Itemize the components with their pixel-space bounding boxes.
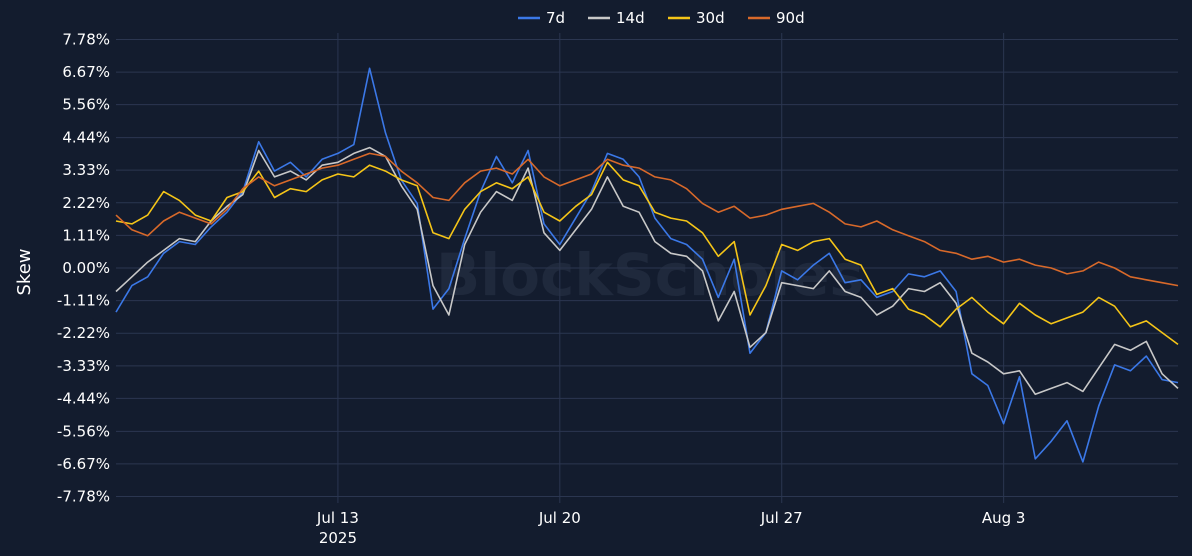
- x-tick-label: Jul 13: [316, 509, 359, 527]
- x-tick-label: Jul 20: [538, 509, 581, 527]
- legend-label-14d[interactable]: 14d: [616, 9, 645, 27]
- legend-label-7d[interactable]: 7d: [546, 9, 565, 27]
- y-axis-ticks: -7.78% -6.67% -5.56% -4.44% -3.33% -2.22% -1.1…: [57, 30, 110, 505]
- watermark-logo: BlockScholes: [436, 241, 864, 309]
- series-lines: [115, 67, 1179, 463]
- series-line-30d: [115, 161, 1179, 346]
- series-line-14d: [115, 146, 1179, 396]
- x-tick-label: Jul 27: [760, 509, 803, 527]
- y-tick-label: 6.67%: [62, 63, 110, 81]
- y-tick-label: 4.44%: [62, 129, 110, 147]
- y-tick-label: 0.00%: [62, 259, 110, 277]
- y-tick-label: -4.44%: [57, 389, 110, 407]
- y-tick-label: 5.56%: [62, 96, 110, 114]
- y-tick-label: 3.33%: [62, 161, 110, 179]
- y-tick-label: 2.22%: [62, 194, 110, 212]
- y-tick-label: 7.78%: [62, 30, 110, 48]
- y-tick-label: -3.33%: [57, 357, 110, 375]
- legend: 7d 14d 30d 90d: [518, 9, 805, 27]
- y-axis-title: Skew: [14, 248, 35, 295]
- x-axis-ticks: Jul 13 2025 Jul 20 Jul 27 Aug 3: [316, 509, 1026, 547]
- series-line-90d: [115, 152, 1179, 287]
- y-tick-label: -7.78%: [57, 488, 110, 506]
- x-tick-label: Aug 3: [982, 509, 1026, 527]
- y-tick-label: -2.22%: [57, 324, 110, 342]
- legend-label-90d[interactable]: 90d: [776, 9, 805, 27]
- x-tick-sublabel: 2025: [319, 529, 357, 547]
- y-tick-label: -1.11%: [57, 292, 110, 310]
- y-tick-label: 1.11%: [62, 226, 110, 244]
- grid: [116, 33, 1178, 503]
- y-tick-label: -6.67%: [57, 455, 110, 473]
- y-tick-label: -5.56%: [57, 422, 110, 440]
- legend-label-30d[interactable]: 30d: [696, 9, 725, 27]
